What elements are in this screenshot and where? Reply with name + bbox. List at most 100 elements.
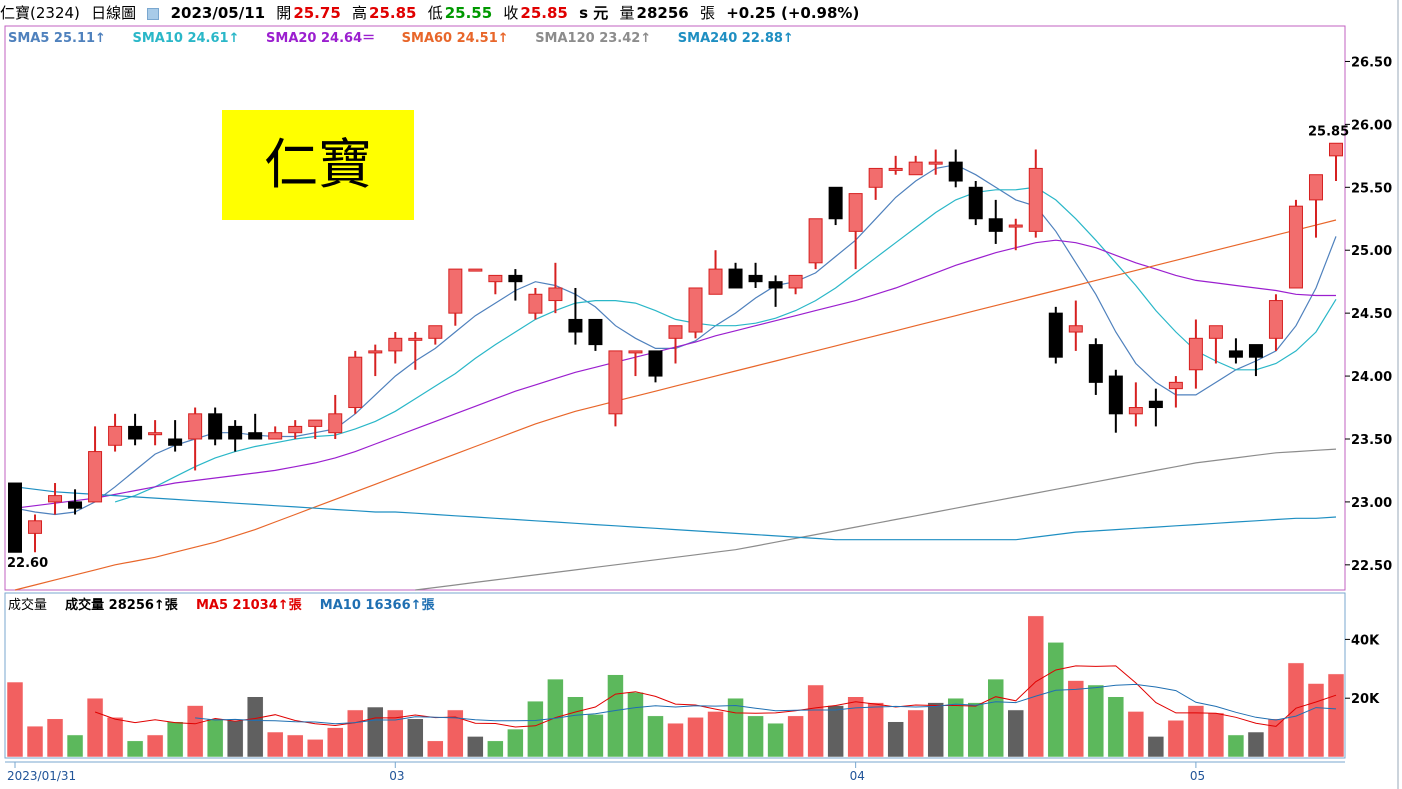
- candle-body: [668, 325, 683, 339]
- ma-legend: SMA5 25.11↑ SMA10 24.61↑ SMA20 24.64＝ SM…: [8, 27, 816, 46]
- volume-ma-line-ma10: [195, 683, 1337, 725]
- legend-volume[interactable]: 成交量 28256↑張: [65, 598, 178, 613]
- candle-body: [1268, 300, 1283, 339]
- ma-line-sma20: [14, 239, 1336, 509]
- volume-bars: [6, 615, 1345, 758]
- candle-body: [1148, 400, 1163, 409]
- volume-bar: [587, 714, 604, 758]
- volume-bar: [1007, 709, 1025, 758]
- legend-vol-ma10[interactable]: MA10 16366↑張: [319, 598, 435, 613]
- high-value: 25.85: [369, 4, 417, 22]
- volume-bar: [66, 734, 84, 758]
- volume-bar: [407, 718, 424, 758]
- x-tick-label: 2023/01/31: [7, 769, 76, 783]
- volume-bar: [1307, 683, 1325, 758]
- candle-body: [968, 186, 983, 220]
- price-panel-border: [4, 25, 1346, 591]
- candle-body: [548, 287, 563, 302]
- volume-bar: [1207, 712, 1225, 758]
- volume-bar: [907, 709, 924, 758]
- candle-body: [268, 432, 283, 440]
- volume-bar: [647, 715, 664, 758]
- candle-body: [1048, 312, 1063, 358]
- period-dropdown-icon[interactable]: [147, 7, 160, 20]
- legend-sma5[interactable]: SMA5 25.11↑: [8, 31, 106, 46]
- volume-bar: [567, 696, 584, 758]
- candle-body: [428, 325, 443, 339]
- volume-bar: [1287, 662, 1305, 758]
- legend-sma20[interactable]: SMA20 24.64＝: [266, 31, 376, 46]
- legend-vol-ma5[interactable]: MA5 21034↑張: [195, 598, 302, 613]
- legend-sma10[interactable]: SMA10 24.61↑: [132, 31, 240, 46]
- candle-body: [368, 350, 383, 354]
- candle-body: [1188, 337, 1203, 371]
- ma-line-sma240: [14, 486, 1337, 541]
- volume-bar: [146, 734, 164, 758]
- volume-bar: [627, 692, 644, 758]
- volume-bar: [867, 702, 884, 758]
- volume-bar: [427, 740, 444, 758]
- volume-bar: [727, 697, 744, 758]
- candle-body: [1308, 174, 1323, 201]
- close-value: 25.85: [520, 4, 568, 22]
- volume-bar: [186, 705, 204, 758]
- volume-bar: [206, 718, 224, 758]
- volume-label: 量: [619, 4, 635, 22]
- volume-bar: [46, 718, 64, 758]
- candle-body: [148, 432, 163, 436]
- open-label: 開: [276, 4, 292, 22]
- legend-sma240[interactable]: SMA240 22.88↑: [677, 31, 794, 46]
- price-tick-label: 23.50: [1351, 433, 1392, 448]
- candle-body: [448, 268, 463, 314]
- candle-body: [108, 425, 123, 446]
- moving-average-lines: [14, 164, 1337, 591]
- candle-body: [28, 520, 43, 534]
- price-tick-label: 22.50: [1351, 559, 1392, 574]
- candle-body: [308, 419, 323, 427]
- candle-body: [648, 350, 663, 377]
- volume-bar: [286, 734, 304, 758]
- open-value: 25.75: [293, 4, 341, 22]
- volume-value: 28256: [636, 4, 689, 22]
- candle-body: [228, 425, 243, 440]
- candle-body: [128, 425, 143, 440]
- volume-bar: [747, 715, 764, 758]
- period-label[interactable]: 日線圖: [91, 4, 137, 22]
- candle-body: [488, 274, 503, 283]
- high-price-annotation: 25.85: [1308, 124, 1349, 139]
- price-unit: s 元: [579, 4, 609, 22]
- candle-body: [748, 274, 763, 283]
- candle-body: [248, 432, 263, 440]
- candle-body: [328, 413, 343, 434]
- ma-line-sma10: [114, 186, 1337, 503]
- volume-bar: [1147, 736, 1165, 758]
- candle-body: [508, 274, 523, 283]
- candle-body: [188, 413, 203, 440]
- stock-code[interactable]: 仁寶(2324): [0, 4, 80, 22]
- low-label: 低: [427, 4, 443, 22]
- candle-body: [728, 268, 743, 289]
- candle-body: [808, 218, 823, 264]
- candle-body: [1008, 224, 1023, 228]
- volume-bar: [266, 731, 284, 758]
- candle-body: [1088, 344, 1103, 383]
- volume-bar: [527, 700, 544, 758]
- candle-body: [848, 193, 863, 232]
- volume-bar: [387, 709, 404, 758]
- volume-bar: [1167, 720, 1185, 758]
- stock-name-box: 仁寶: [222, 110, 414, 220]
- axes: 22.50 23.00 23.50 24.00 24.50 25.00 25.50 26.00…: [7, 55, 1392, 783]
- candle-body: [68, 501, 83, 509]
- legend-sma120[interactable]: SMA120 23.42↑: [535, 31, 652, 46]
- ma-line-sma60: [14, 219, 1337, 591]
- candle-body: [568, 318, 583, 333]
- price-tick-label: 26.00: [1351, 118, 1392, 133]
- volume-bar: [447, 709, 464, 758]
- legend-sma60[interactable]: SMA60 24.51↑: [401, 31, 509, 46]
- volume-bar: [1187, 705, 1205, 758]
- volume-tick-label: 20K: [1351, 692, 1380, 707]
- volume-bar: [106, 717, 124, 758]
- candle-body: [48, 495, 63, 503]
